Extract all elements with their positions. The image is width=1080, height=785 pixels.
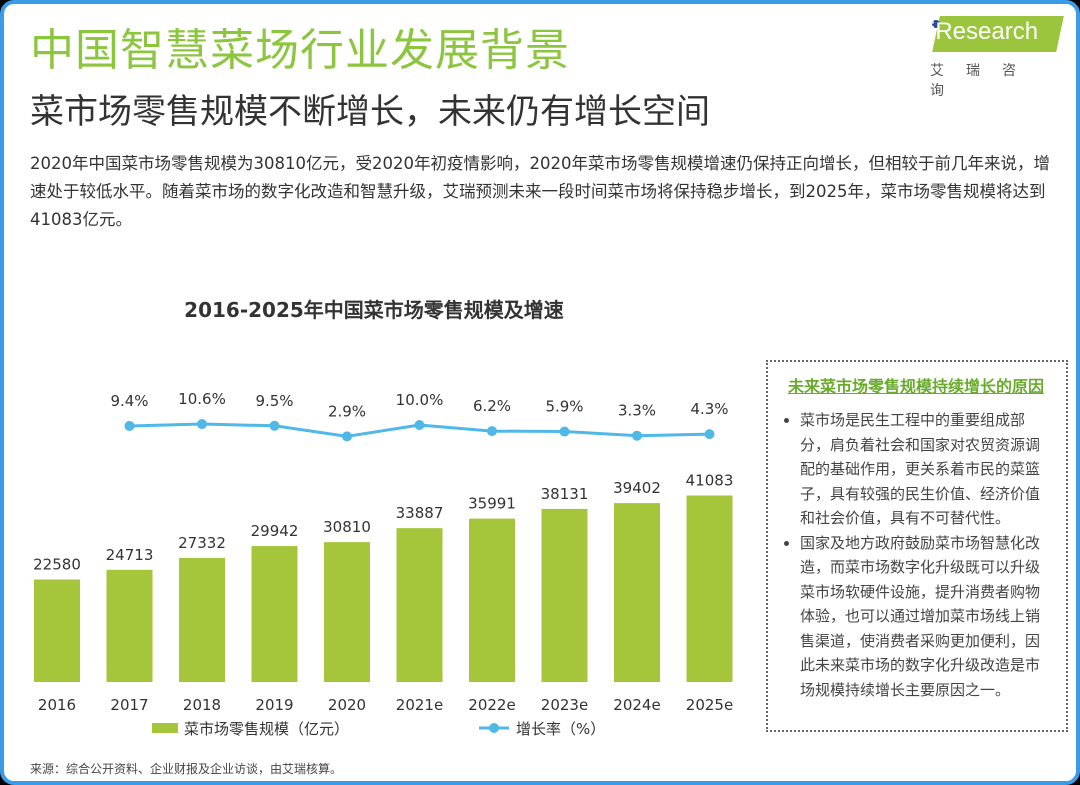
x-tick-label: 2025e (686, 696, 733, 714)
page-subtitle: 菜市场零售规模不断增长，未来仍有增长空间 (30, 92, 710, 132)
chart: 22580 2016 24713 2017 27332 2018 29942 2019 3081… (33, 390, 734, 738)
bar (179, 557, 225, 682)
reasons-box: 未来菜市场零售规模持续增长的原因 菜市场是民生工程中的重要组成部分，肩负着社会和… (766, 360, 1068, 732)
bar-label: 35991 (468, 495, 516, 513)
legend-line-marker (489, 723, 499, 733)
growth-label: 4.3% (690, 400, 728, 418)
iresearch-logo: iResearch 艾瑞咨询 (922, 10, 1064, 99)
bar (34, 579, 80, 682)
bar-label: 22580 (33, 555, 81, 573)
bar-label: 33887 (396, 504, 444, 522)
bar (686, 495, 733, 682)
x-tick-label: 2017 (110, 696, 148, 714)
growth-label: 6.2% (473, 397, 511, 415)
bar (106, 569, 153, 682)
growth-label: 10.6% (178, 390, 226, 408)
legend-bar-label: 菜市场零售规模（亿元） (184, 720, 349, 738)
growth-label: 9.4% (110, 392, 148, 410)
growth-point (124, 420, 135, 431)
growth-label: 9.5% (255, 392, 293, 410)
legend-line-label: 增长率（%） (516, 720, 605, 738)
growth-point (487, 426, 497, 437)
chart-title: 2016-2025年中国菜市场零售规模及增速 (184, 298, 564, 322)
x-tick-label: 2019 (255, 696, 293, 714)
growth-label: 10.0% (396, 391, 444, 409)
bar (541, 508, 588, 682)
description-paragraph: 2020年中国菜市场零售规模为30810亿元，受2020年初疫情影响，2020年… (30, 154, 1050, 229)
bar (614, 503, 660, 682)
growth-point (197, 419, 207, 430)
growth-point (414, 420, 425, 430)
logo-cn: 艾瑞咨询 (930, 63, 1038, 99)
reasons-title: 未来菜市场零售规模持续增长的原因 (787, 377, 1044, 396)
bar-label: 30810 (323, 518, 371, 536)
bar-label: 27332 (178, 534, 226, 552)
legend-bar-swatch (152, 723, 178, 733)
x-tick-label: 2023e (541, 696, 588, 714)
growth-point (269, 420, 280, 431)
bar-label: 38131 (541, 485, 589, 503)
growth-label: 2.9% (328, 402, 366, 420)
x-tick-label: 2024e (613, 696, 660, 714)
bar (396, 528, 443, 682)
x-tick-label: 2020 (328, 696, 366, 714)
bar-label: 41083 (686, 471, 734, 489)
bar-label: 39402 (613, 479, 661, 497)
growth-point (342, 431, 352, 442)
bar (251, 546, 298, 682)
x-tick-label: 2016 (38, 696, 76, 714)
growth-label: 5.9% (545, 398, 583, 416)
bar (469, 518, 515, 682)
growth-point (704, 429, 715, 440)
source-note: 来源：综合公开资料、企业财报及企业访谈，由艾瑞核算。 (30, 762, 343, 776)
logo-text: iResearch (930, 18, 1039, 45)
bar (324, 542, 370, 682)
x-tick-label: 2022e (468, 696, 515, 714)
growth-label: 3.3% (618, 402, 656, 420)
bar-label: 29942 (251, 522, 299, 540)
bar-label: 24713 (106, 546, 154, 564)
page-title: 中国智慧菜场行业发展背景 (30, 25, 570, 76)
reason-item: 国家及地方政府鼓励菜市场智慧化改造，而菜市场数字化升级既可以升级菜市场软硬件设施… (800, 531, 1054, 703)
x-tick-label: 2021e (396, 696, 443, 714)
x-tick-label: 2018 (183, 696, 221, 714)
reason-item: 菜市场是民生工程中的重要组成部分，肩负着社会和国家对农贸资源调配的基础作用，更关… (800, 408, 1054, 531)
growth-point (632, 430, 642, 441)
growth-point (559, 426, 570, 437)
